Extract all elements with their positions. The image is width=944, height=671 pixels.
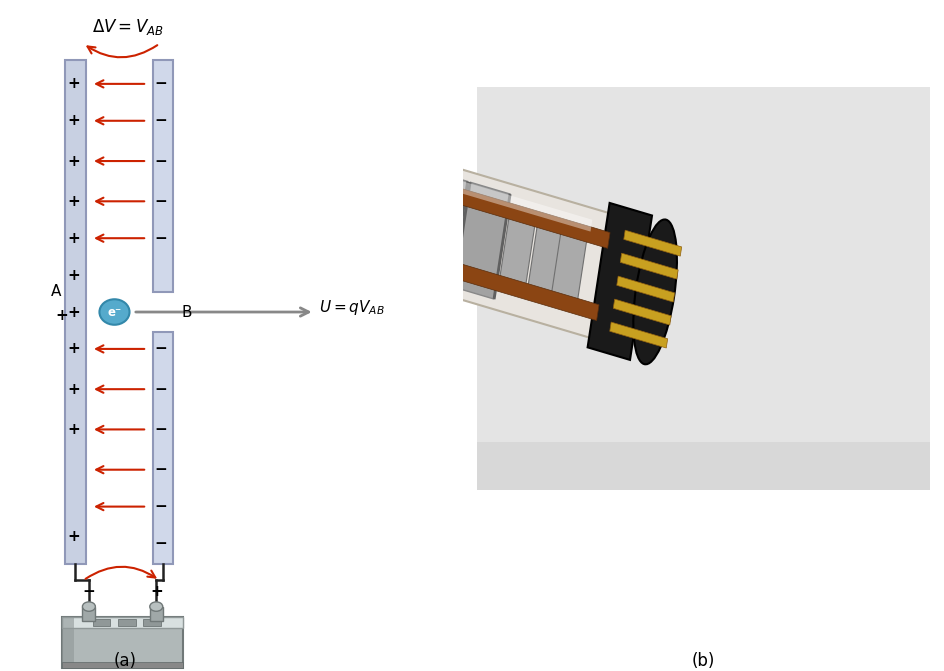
Ellipse shape — [99, 299, 129, 325]
Bar — [368, 156, 387, 262]
Bar — [450, 181, 469, 287]
Text: +: + — [68, 268, 80, 282]
Bar — [153, 60, 174, 292]
Bar — [355, 150, 592, 231]
Ellipse shape — [314, 184, 334, 217]
Text: A: A — [51, 285, 61, 299]
Text: +: + — [150, 584, 162, 599]
Text: +: + — [68, 231, 80, 246]
Bar — [326, 144, 345, 250]
Bar — [62, 662, 183, 668]
Text: +: + — [68, 194, 80, 209]
Text: −: − — [155, 342, 167, 356]
Bar — [369, 157, 426, 274]
Bar — [65, 60, 86, 564]
Bar — [62, 617, 74, 668]
Bar — [150, 607, 162, 621]
Bar — [412, 170, 467, 287]
Text: −: − — [155, 113, 167, 128]
Bar — [62, 617, 183, 628]
Bar — [143, 619, 161, 626]
Bar — [62, 617, 183, 668]
Text: +: + — [68, 422, 80, 437]
Bar — [587, 203, 652, 360]
Bar — [118, 619, 136, 626]
Text: −: − — [155, 382, 167, 397]
Bar — [327, 144, 383, 262]
Text: −: − — [155, 231, 167, 246]
Text: −: − — [155, 536, 167, 551]
Bar — [620, 253, 678, 279]
Text: −: − — [155, 194, 167, 209]
Text: +: + — [68, 529, 80, 544]
Bar — [153, 332, 174, 564]
FancyArrowPatch shape — [88, 45, 158, 57]
Bar — [493, 194, 512, 299]
Text: +: + — [68, 113, 80, 128]
Text: −: − — [155, 154, 167, 168]
Bar — [477, 442, 930, 490]
Ellipse shape — [633, 219, 677, 364]
Text: −: − — [155, 76, 167, 91]
Text: −: − — [82, 584, 95, 599]
Bar — [365, 156, 384, 262]
Bar — [549, 220, 589, 313]
Bar — [624, 230, 682, 256]
Text: (a): (a) — [113, 652, 136, 670]
Text: +: + — [68, 342, 80, 356]
Ellipse shape — [150, 602, 162, 611]
Text: +: + — [68, 76, 80, 91]
Text: $U = qV_{AB}$: $U = qV_{AB}$ — [319, 299, 385, 317]
Text: −: − — [155, 499, 167, 514]
FancyArrowPatch shape — [86, 567, 156, 579]
Bar — [454, 183, 510, 299]
Bar — [408, 168, 427, 274]
Text: +: + — [56, 308, 68, 323]
Text: +: + — [68, 305, 80, 319]
Bar — [327, 141, 462, 288]
Bar — [526, 213, 565, 306]
Text: $\Delta V = V_{AB}$: $\Delta V = V_{AB}$ — [93, 17, 164, 37]
Bar — [452, 182, 471, 288]
Text: −: − — [155, 422, 167, 437]
Text: e⁻: e⁻ — [108, 305, 122, 319]
Ellipse shape — [82, 602, 95, 611]
Bar — [329, 225, 599, 321]
Text: +: + — [68, 154, 80, 168]
Bar — [614, 299, 671, 325]
Bar — [326, 135, 627, 343]
Bar — [610, 322, 667, 348]
Text: B: B — [182, 305, 193, 319]
Bar — [93, 619, 110, 626]
Bar — [477, 87, 930, 490]
Bar — [497, 205, 537, 297]
Text: +: + — [68, 382, 80, 397]
Ellipse shape — [324, 140, 365, 259]
Text: −: − — [155, 462, 167, 477]
Bar — [82, 607, 95, 621]
Text: (b): (b) — [692, 652, 715, 670]
Bar — [339, 153, 610, 248]
Bar — [616, 276, 675, 302]
Bar — [411, 169, 430, 275]
